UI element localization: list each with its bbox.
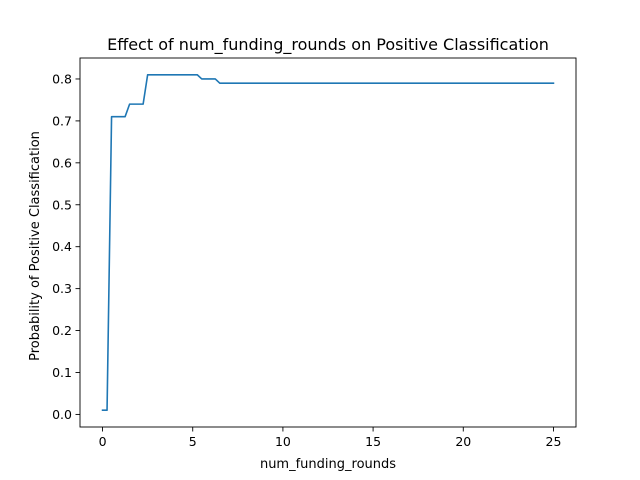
y-tick-label: 0.0 <box>52 407 72 422</box>
y-tick-label: 0.3 <box>52 281 72 296</box>
chart-title: Effect of num_funding_rounds on Positive… <box>107 35 549 55</box>
y-tick-label: 0.7 <box>52 113 72 128</box>
y-tick-label: 0.1 <box>52 365 72 380</box>
x-tick-label: 10 <box>275 434 291 449</box>
plot-area: 0 5 10 15 20 25 0.0 0.1 0.2 0.3 0.4 0.5 0.6 0.7 0.8 <box>52 57 577 449</box>
x-tick-label: 25 <box>546 434 562 449</box>
y-tick-label: 0.8 <box>52 71 72 86</box>
y-tick-label: 0.5 <box>52 197 72 212</box>
x-axis-label: num_funding_rounds <box>260 457 396 472</box>
x-tick-label: 20 <box>455 434 471 449</box>
y-tick-label: 0.6 <box>52 155 72 170</box>
x-tick-label: 0 <box>99 434 107 449</box>
plot-frame <box>79 57 577 428</box>
x-tick-label: 5 <box>189 434 197 449</box>
x-tick-label: 15 <box>365 434 381 449</box>
y-tick-label: 0.4 <box>52 239 72 254</box>
y-tick-label: 0.2 <box>52 323 72 338</box>
y-axis-label: Probability of Positive Classification <box>28 131 43 361</box>
series-line-1 <box>101 73 555 412</box>
